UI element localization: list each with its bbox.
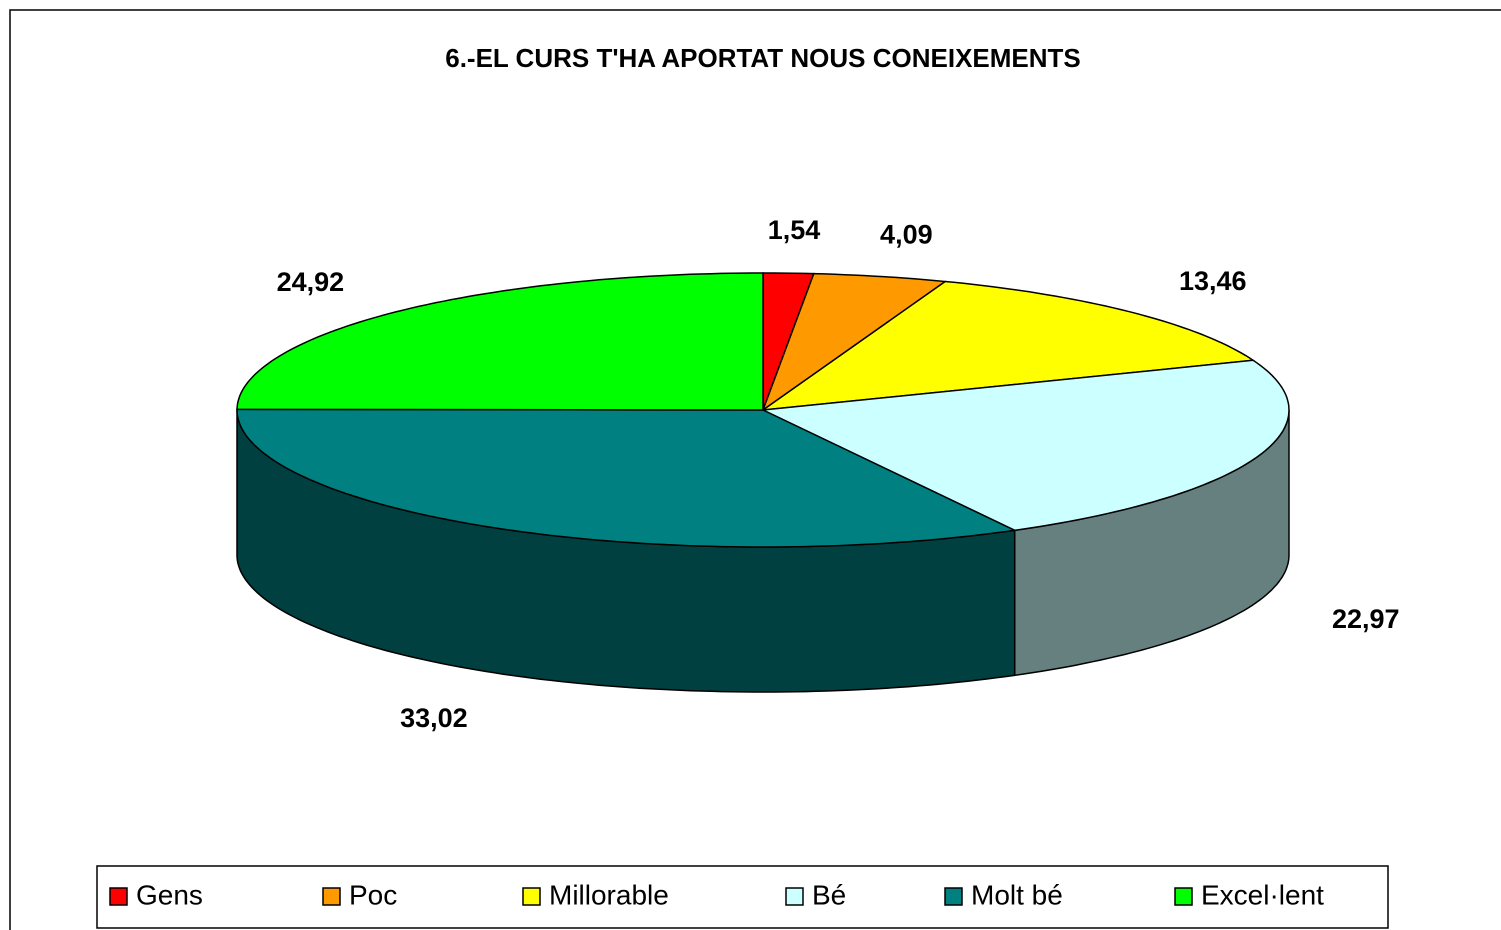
legend-label: Bé [812, 879, 846, 910]
slice [761, 272, 948, 413]
value-label: 13,46 [1179, 266, 1247, 296]
legend [96, 865, 1389, 929]
legend-label: Poc [349, 879, 397, 910]
legend-label: Molt bé [971, 879, 1063, 910]
legend-swatch [1174, 887, 1193, 906]
chart-title: 6.-EL CURS T'HA APORTAT NOUS CONEIXEMENT… [445, 43, 1081, 73]
legend-label: Excel·lent [1201, 879, 1324, 910]
legend-swatch [944, 887, 963, 906]
legend-label: Millorable [549, 879, 669, 910]
value-label: 33,02 [400, 703, 468, 733]
legend-swatch [109, 887, 128, 906]
legend-swatch [322, 887, 341, 906]
legend-swatch [785, 887, 804, 906]
value-label: 22,97 [1332, 604, 1400, 634]
pie [236, 272, 1290, 693]
legend-swatch [522, 887, 541, 906]
slice [760, 280, 1256, 412]
value-label: 4,09 [880, 220, 933, 250]
slice [236, 272, 764, 411]
slice [236, 408, 1018, 548]
slice [760, 359, 1290, 532]
value-label: 24,92 [277, 267, 345, 297]
value-label: 1,54 [768, 215, 821, 245]
legend-label: Gens [136, 879, 203, 910]
